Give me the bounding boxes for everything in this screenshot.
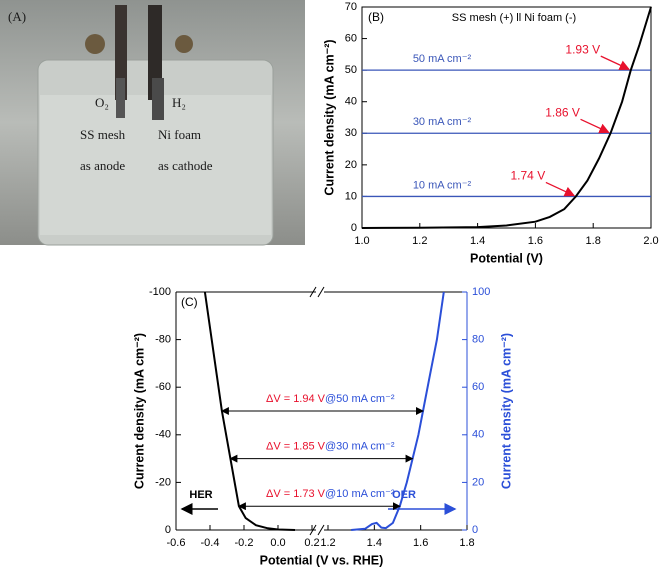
y2-axis-label: Current density (mA cm⁻²) (499, 333, 513, 489)
x-tick-label: 1.6 (528, 235, 543, 247)
y-tick-label: 20 (345, 159, 357, 171)
photo-label: as anode (80, 158, 125, 173)
x-axis-label: Potential (V) (470, 251, 543, 265)
series-label: HER (189, 489, 212, 501)
x-tick-label: 2.0 (643, 235, 658, 247)
chart-c: -0.6 -0.4 -0.2 0.0 0.2 1.2 1.4 1.6 1.80-20-40-60… (132, 286, 513, 567)
series-label: OER (392, 489, 416, 501)
y2-tick-label: 100 (472, 286, 490, 298)
delta-label: ΔV = 1.73 V (266, 488, 326, 500)
x-tick-label: 1.4 (367, 537, 382, 549)
annotation: 1.86 V (545, 105, 580, 119)
y-tick-label: 0 (351, 222, 357, 234)
electrode-clip (148, 5, 162, 100)
x-tick-label: -0.4 (201, 537, 220, 549)
delta-label: @50 mA cm⁻² (325, 393, 395, 405)
x-tick-label: 0.2 (304, 537, 319, 549)
x-tick-label: -0.6 (167, 537, 186, 549)
y2-tick-label: 80 (472, 334, 484, 346)
panel-label: (A) (8, 9, 26, 24)
axis-break (309, 524, 317, 536)
photo-label: Ni foam (158, 127, 201, 142)
screw (85, 34, 105, 54)
delta-label: ΔV = 1.85 V (266, 441, 326, 453)
y-tick-label: 10 (345, 190, 357, 202)
photo: (A) O₂ H₂ SS mesh Ni foam as anode as ca… (0, 0, 305, 246)
x-tick-label: 1.6 (413, 537, 428, 549)
annotation-arrow (600, 55, 630, 71)
delta-label: @30 mA cm⁻² (325, 441, 395, 453)
x-tick-label: 1.2 (412, 235, 427, 247)
y-tick-label: 40 (345, 96, 357, 108)
y-tick-label: 50 (345, 64, 357, 76)
x-tick-label: 1.0 (354, 235, 369, 247)
annotation: 1.74 V (511, 169, 546, 183)
annotation: 1.93 V (565, 42, 600, 56)
x-tick-label: 1.8 (586, 235, 601, 247)
y2-tick-label: 40 (472, 429, 484, 441)
y-tick-label: -100 (149, 286, 171, 298)
y-tick-label: 70 (345, 1, 357, 13)
y-tick-label: 30 (345, 127, 357, 139)
delta-label: ΔV = 1.94 V (266, 393, 326, 405)
x-tick-label: -0.2 (235, 537, 254, 549)
y2-tick-label: 20 (472, 476, 484, 488)
x-tick-label: 1.4 (470, 235, 485, 247)
ni-foam (152, 78, 164, 120)
y2-tick-label: 0 (472, 524, 478, 536)
screw (175, 35, 193, 53)
plot-frame (361, 6, 652, 229)
reference-label: 50 mA cm⁻² (413, 53, 472, 65)
y-axis-label: Current density (mA cm⁻²) (322, 39, 336, 195)
photo-label: SS mesh (80, 127, 126, 142)
x-axis-label: Potential (V vs. RHE) (260, 553, 384, 567)
annotation-arrow (580, 118, 610, 134)
data-line (361, 6, 652, 229)
photo-label: as cathode (158, 158, 213, 173)
y-tick-label: 60 (345, 32, 357, 44)
data-line (203, 291, 296, 531)
x-tick-label: 1.2 (320, 537, 335, 549)
panel-label: (B) (368, 10, 384, 24)
axis-break (309, 286, 317, 298)
ss-mesh (116, 78, 125, 118)
y2-tick-label: 60 (472, 381, 484, 393)
y-tick-label: 0 (165, 524, 171, 536)
annotation-arrow (545, 181, 576, 197)
y-tick-label: -80 (155, 334, 171, 346)
photo-label: O₂ (95, 95, 109, 110)
electrode-clip (115, 5, 127, 100)
axis-break (317, 524, 325, 536)
y-axis-label: Current density (mA cm⁻²) (132, 333, 146, 489)
panel-label: (C) (181, 295, 198, 309)
x-tick-label: 0.0 (270, 537, 285, 549)
y-tick-label: -60 (155, 381, 171, 393)
x-tick-label: 1.8 (459, 537, 474, 549)
axis-break (317, 286, 325, 298)
reference-label: 10 mA cm⁻² (413, 179, 472, 191)
y-tick-label: -20 (155, 476, 171, 488)
y-tick-label: -40 (155, 429, 171, 441)
photo-label: H₂ (172, 95, 186, 110)
reference-label: 30 mA cm⁻² (413, 116, 472, 128)
chart-b: 1.0 1.2 1.4 1.6 1.8 2.0 0 10 20 30 40 50 60 70 50 mA c… (322, 1, 658, 265)
chart-title: SS mesh (+) ll Ni foam (-) (452, 12, 576, 24)
delta-label: @10 mA cm⁻² (325, 488, 395, 500)
